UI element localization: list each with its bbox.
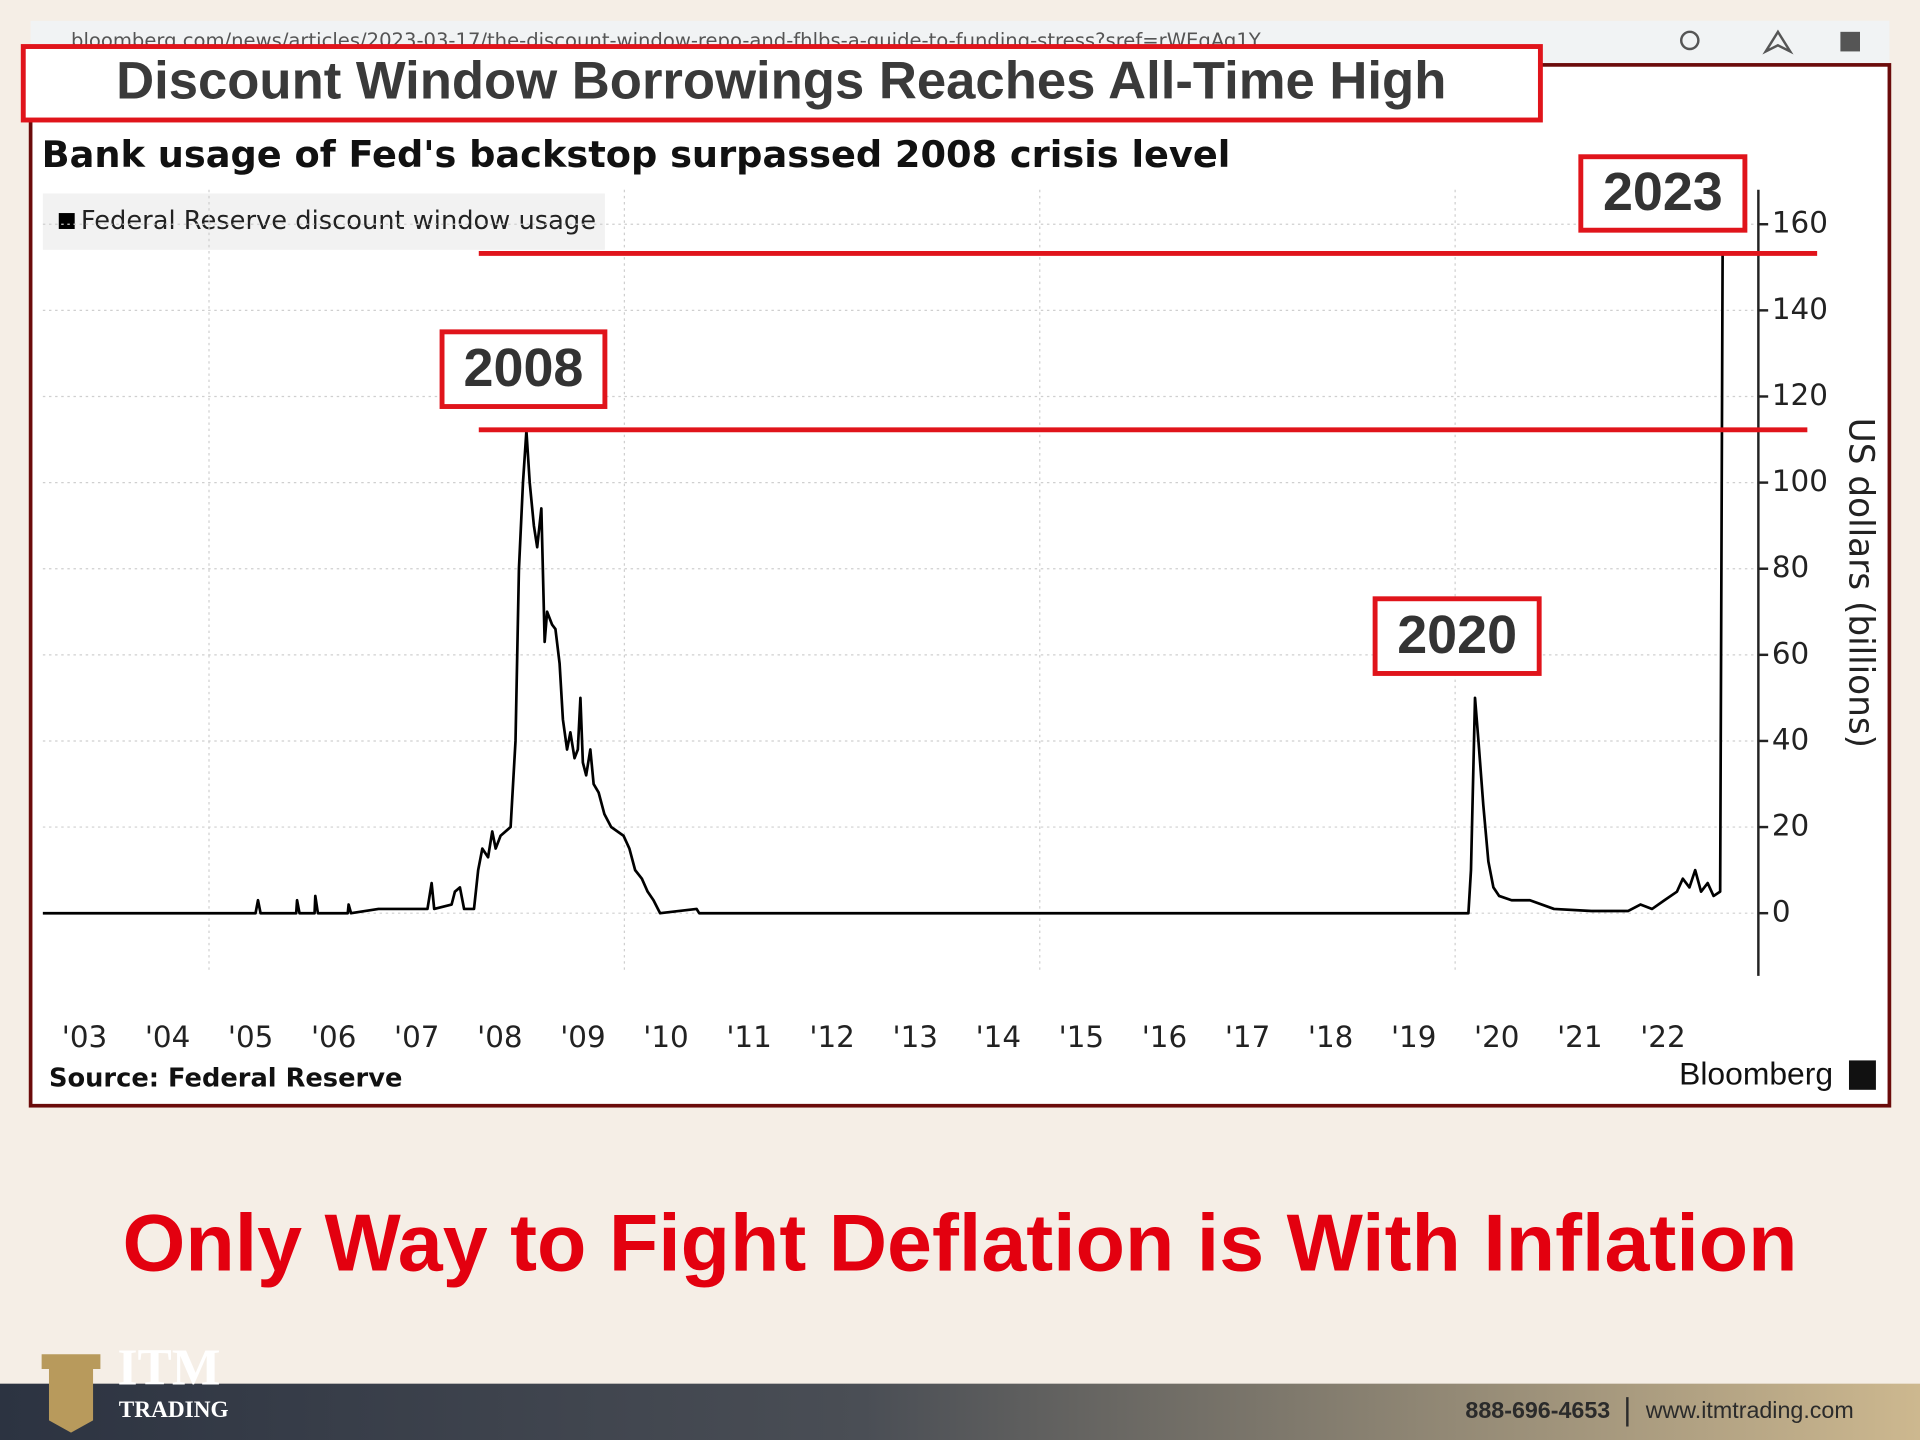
chart-title: Bank usage of Fed's backstop surpassed 2…	[42, 133, 1231, 176]
annotation-box	[439, 329, 608, 409]
brand-icon	[1848, 1060, 1876, 1090]
annotation: 2020	[1397, 605, 1517, 665]
website[interactable]: www.itmtrading.com	[1645, 1397, 1854, 1423]
y-tick-label: 160	[1772, 206, 1828, 240]
x-tick-label: '11	[726, 1020, 771, 1054]
legend	[42, 193, 605, 250]
x-tick-label: '20	[1474, 1020, 1519, 1054]
footer-bar	[0, 1383, 1920, 1440]
logo-sub: TRADING	[119, 1397, 229, 1423]
annotation-box	[1578, 154, 1748, 233]
x-tick-label: '09	[560, 1020, 605, 1054]
annotation: 2008	[464, 338, 584, 398]
data-line	[42, 254, 1724, 915]
phone: 888-696-4653	[1465, 1397, 1610, 1423]
y-tick-label: 60	[1772, 636, 1809, 670]
x-tick-label: '07	[394, 1020, 439, 1054]
x-tick-label: '16	[1142, 1020, 1187, 1054]
y-tick-label: 140	[1772, 292, 1828, 326]
y-axis-label: US dollars (billions)	[1840, 418, 1880, 748]
y-tick-label: 80	[1772, 550, 1809, 584]
logo: ITM	[118, 1339, 221, 1396]
headline: Discount Window Borrowings Reaches All-T…	[116, 51, 1446, 110]
x-tick-label: '15	[1059, 1020, 1104, 1054]
x-tick-label: '08	[477, 1020, 522, 1054]
x-tick-label: '13	[893, 1020, 938, 1054]
legend-label: Federal Reserve discount window usage	[81, 206, 596, 236]
x-tick-label: '06	[311, 1020, 356, 1054]
caption: Only Way to Fight Deflation is With Infl…	[123, 1198, 1798, 1288]
x-tick-label: '05	[228, 1020, 273, 1054]
x-tick-label: '18	[1308, 1020, 1353, 1054]
headline-box	[20, 44, 1543, 123]
extension-icon[interactable]	[1840, 31, 1860, 52]
y-tick-label: 120	[1772, 378, 1828, 412]
zoom-icon[interactable]	[1680, 30, 1700, 51]
x-tick-label: '12	[809, 1020, 854, 1054]
x-tick-label: '04	[145, 1020, 190, 1054]
legend-swatch	[58, 213, 75, 229]
x-tick-label: '14	[976, 1020, 1021, 1054]
annotation: 2023	[1603, 162, 1723, 222]
logo-icon	[41, 1354, 101, 1433]
annotation-box	[1372, 596, 1542, 676]
brand: Bloomberg	[1679, 1056, 1833, 1092]
y-tick-label: 0	[1772, 895, 1791, 929]
x-tick-label: '17	[1225, 1020, 1270, 1054]
y-tick-label: 40	[1772, 722, 1809, 756]
x-tick-label: '19	[1391, 1020, 1436, 1054]
x-tick-label: '03	[62, 1020, 107, 1054]
source: Source: Federal Reserve	[49, 1063, 402, 1093]
x-tick-label: '21	[1557, 1020, 1602, 1054]
y-tick-label: 100	[1772, 464, 1828, 498]
star-icon[interactable]	[1762, 29, 1794, 55]
y-tick-label: 20	[1772, 809, 1809, 843]
plot: 0 20 40 60 80 100 120 140 160 '03 '04 '05 '06 '07 '08 '…	[42, 154, 1828, 1054]
x-tick-label: '10	[643, 1020, 688, 1054]
x-tick-label: '22	[1640, 1020, 1685, 1054]
